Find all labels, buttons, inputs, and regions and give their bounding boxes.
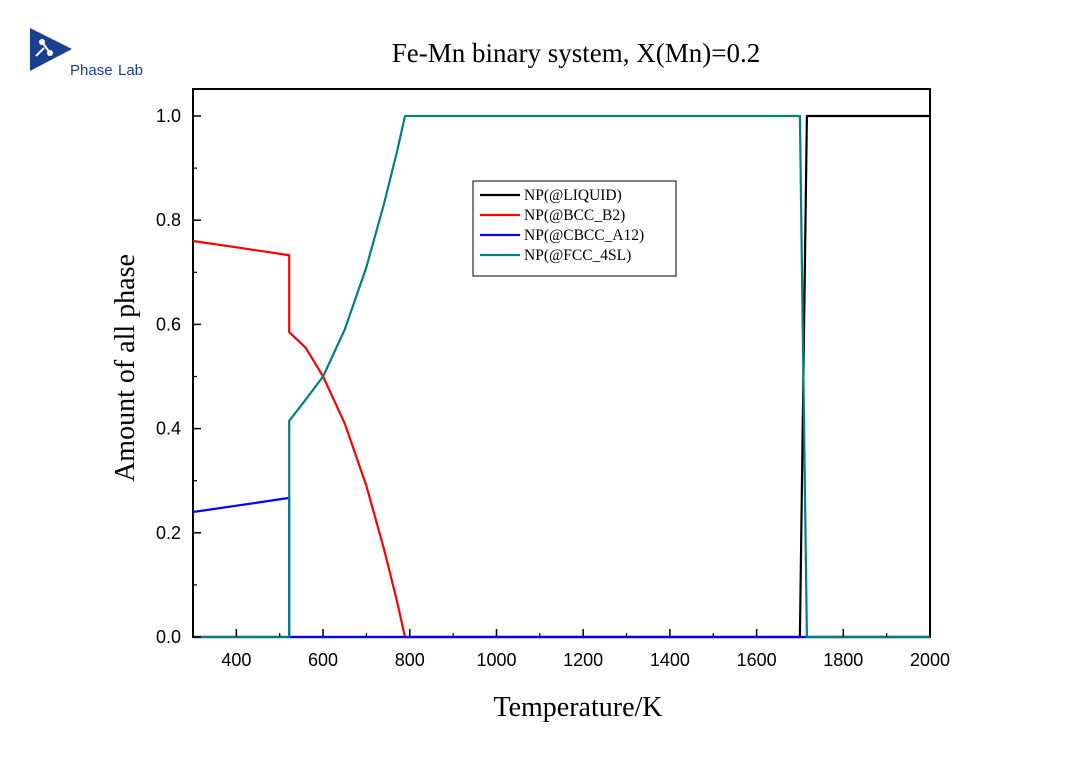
logo-text-phase: Phase [70,62,113,79]
phaselab-logo: Phase Lab [30,28,143,79]
logo-text-lab: Lab [118,62,143,79]
legend-box [472,180,677,277]
x-tick-label: 800 [395,650,425,670]
legend-label: NP(@LIQUID) [524,187,622,204]
legend-label: NP(@FCC_4SL) [524,247,631,264]
x-axis-label: Temperature/K [493,692,662,723]
series-line-3 [192,496,930,639]
y-tick-label: 0.4 [156,419,181,439]
y-tick-label: 0.8 [156,210,181,230]
logo-arrow-icon [30,28,72,71]
y-axis-label: Amount of all phase [110,254,141,482]
y-tick-label: 0.0 [156,627,181,647]
x-tick-label: 1600 [737,650,777,670]
logo-circuit-icon [35,41,51,57]
y-tick-label: 1.0 [156,106,181,126]
x-tick-label: 400 [221,650,251,670]
y-tick-label: 0.6 [156,314,181,334]
x-tick-label: 1400 [650,650,690,670]
x-tick-label: 600 [308,650,338,670]
legend-label: NP(@CBCC_A12) [524,227,644,244]
x-tick-label: 1200 [563,650,603,670]
y-tick-label: 0.2 [156,523,181,543]
x-tick-label: 1800 [823,650,863,670]
legend-entries: NP(@LIQUID) NP(@BCC_B2) NP(@CBCC_A12) NP(@F… [480,187,644,264]
chart-title: Fe-Mn binary system, X(Mn)=0.2 [392,38,760,68]
tick-layer: 400 600 800 1000 1200 1400 1600 1800 2000 0.0 0.2 0… [156,106,950,670]
series-line-2 [192,239,930,639]
x-tick-label: 2000 [910,650,950,670]
plot-frame [192,88,931,638]
x-tick-label: 1000 [476,650,516,670]
series-line-4 [193,114,930,639]
legend-label: NP(@BCC_B2) [524,207,625,224]
legend: NP(@LIQUID) NP(@BCC_B2) NP(@CBCC_A12) NP(@F… [472,180,677,277]
